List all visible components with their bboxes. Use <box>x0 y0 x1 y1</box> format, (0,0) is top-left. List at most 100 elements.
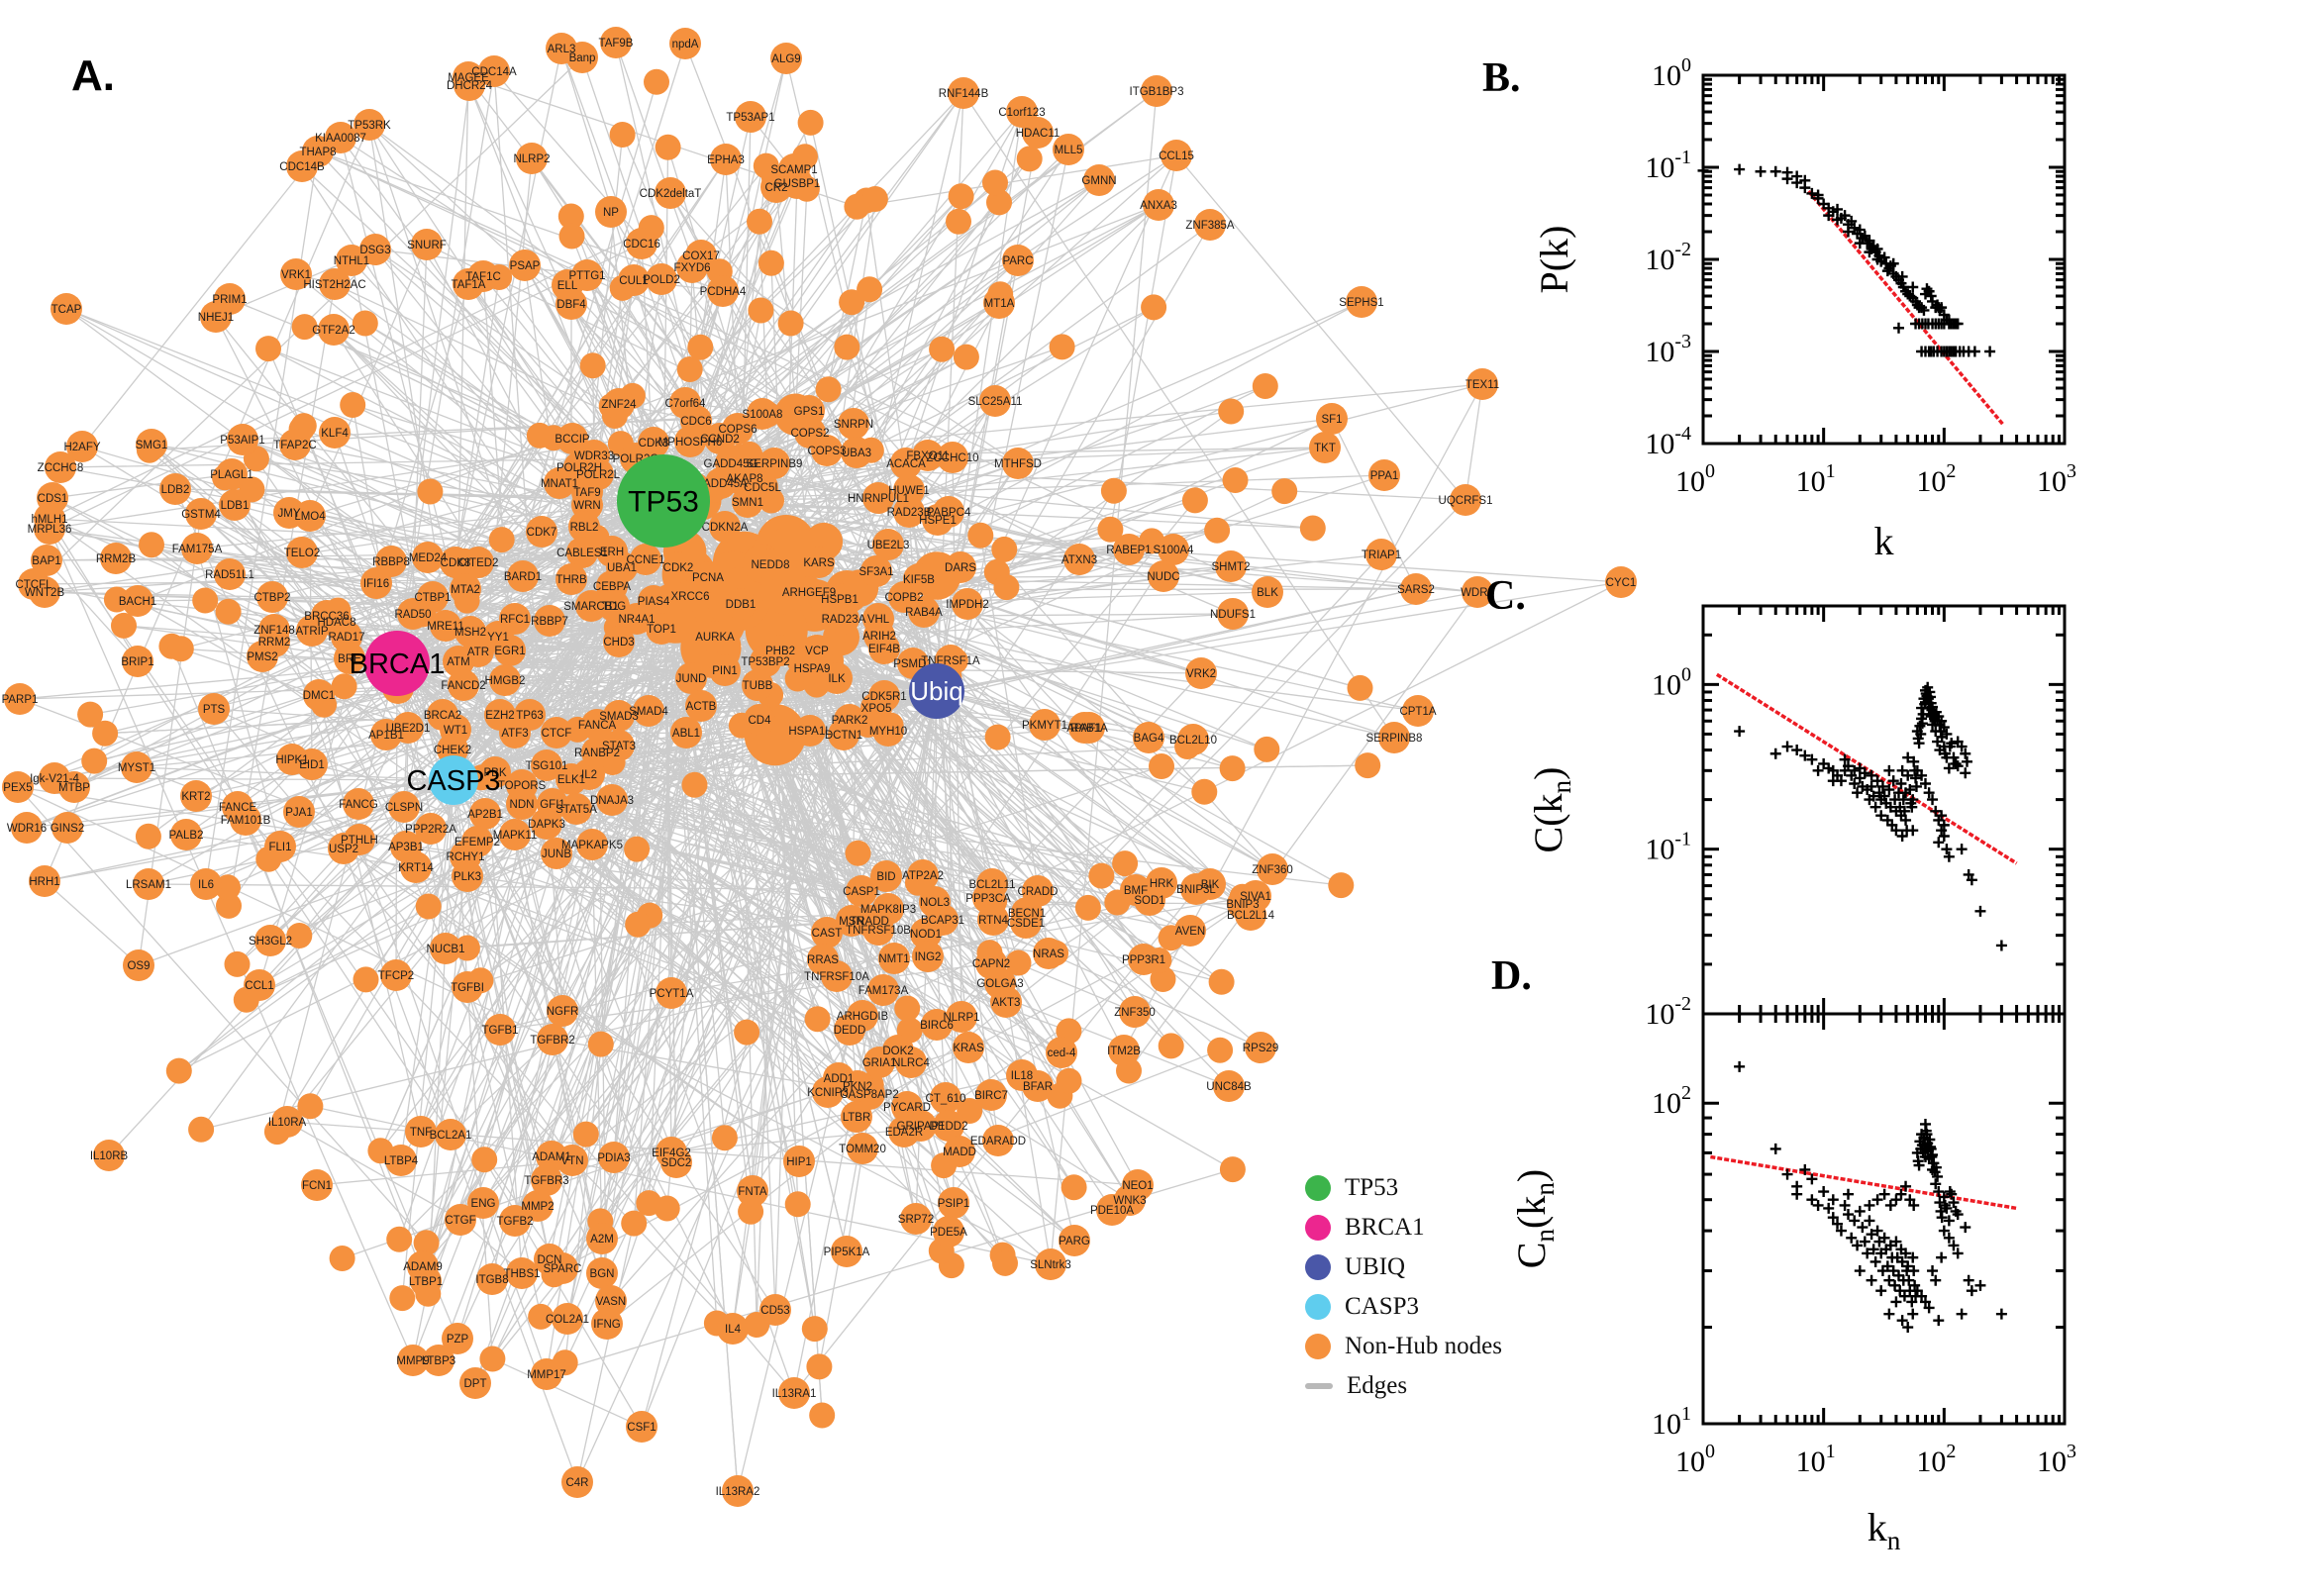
gene-label: RNF144B <box>939 88 989 100</box>
network-node <box>452 860 483 892</box>
gene-label: TAF1A <box>452 279 486 291</box>
gene-label: CAPN2 <box>972 958 1010 970</box>
network-node <box>340 392 366 418</box>
network-edge <box>576 690 938 1483</box>
network-edge <box>353 404 664 502</box>
gene-label: TKT <box>1314 443 1336 454</box>
network-node <box>797 109 824 136</box>
network-node <box>1218 398 1245 425</box>
gene-label: KCNIP3 <box>807 1087 849 1099</box>
network-node <box>111 612 137 639</box>
network-node <box>587 1031 614 1057</box>
gene-label: TP53AP1 <box>726 112 774 124</box>
gene-label: CDK5R1 <box>861 691 906 703</box>
network-node <box>1191 778 1218 805</box>
data-point <box>1963 1274 1974 1286</box>
gene-label: BIRC7 <box>974 1090 1008 1102</box>
gene-label: FANCA <box>578 720 617 732</box>
network-node <box>1010 907 1042 939</box>
network-edge <box>558 186 777 484</box>
network-node <box>1133 722 1164 753</box>
network-node <box>937 442 968 473</box>
fit-line <box>1715 672 2018 865</box>
data-point <box>1907 1251 1919 1263</box>
network-node <box>872 529 904 560</box>
data-point <box>1839 210 1851 222</box>
gene-label: C7orf64 <box>665 398 707 410</box>
data-point <box>1927 1148 1939 1160</box>
gene-label: NDUFS1 <box>1210 609 1256 621</box>
network-node <box>4 683 36 715</box>
network-node <box>256 581 288 613</box>
network-node <box>930 1082 961 1114</box>
network-node <box>907 859 939 891</box>
network-node <box>676 251 708 283</box>
gene-label: FCN1 <box>302 1180 332 1192</box>
network-node <box>522 1190 554 1222</box>
network-node <box>1219 755 1246 782</box>
tick-label: 102 <box>1652 1082 1691 1120</box>
gene-label: A2M <box>590 1234 614 1246</box>
hub-node-tp53 <box>617 454 710 548</box>
network-node <box>933 1216 964 1247</box>
gene-label: TGFBI <box>451 982 484 994</box>
data-point <box>1864 1215 1875 1227</box>
panel-label-b: B. <box>1482 55 1521 101</box>
network-node <box>844 193 870 220</box>
gene-label: ZNF350 <box>1114 1007 1156 1019</box>
legend-label: BRCA1 <box>1345 1214 1425 1241</box>
gene-label: ZCCHC10 <box>926 452 978 464</box>
network-node <box>214 558 246 590</box>
network-node <box>410 1265 442 1297</box>
gene-label: THAP8 <box>299 147 336 158</box>
gene-label: MMP2 <box>521 1201 554 1213</box>
tick-label: 10-3 <box>1645 331 1691 368</box>
data-point <box>1769 1143 1781 1154</box>
data-point <box>1919 777 1931 789</box>
data-point <box>1974 905 1986 917</box>
gene-label: TOP1 <box>647 624 676 636</box>
network-node <box>1605 566 1637 598</box>
network-edge <box>611 799 1006 1264</box>
hub-node-ubiq <box>909 663 964 719</box>
gene-label: KRT2 <box>181 791 210 803</box>
gene-label: ING2 <box>915 951 942 963</box>
network-node <box>440 547 471 578</box>
gene-label: ABL1 <box>672 728 700 740</box>
gene-label: H2AFY <box>63 442 100 453</box>
network-edge <box>936 575 1252 916</box>
gene-label: NEDD8 <box>752 559 790 571</box>
network-node <box>325 122 356 153</box>
gene-label: NLRC4 <box>892 1057 930 1069</box>
data-point <box>1849 222 1861 234</box>
network-edge <box>962 92 1395 739</box>
gene-label: IL10RB <box>90 1150 129 1162</box>
gene-label: POLD2 <box>643 274 680 286</box>
panel-label-c: C. <box>1485 573 1526 619</box>
network-node <box>136 429 167 460</box>
data-point <box>1871 775 1883 787</box>
network-node <box>353 966 379 993</box>
gene-label: PLAGL1 <box>210 469 252 481</box>
gene-label: MTA2 <box>451 584 480 596</box>
data-point <box>1915 728 1927 740</box>
network-node <box>499 717 531 748</box>
network-node <box>1257 853 1288 885</box>
network-edge <box>291 758 573 1161</box>
network-node <box>1161 140 1192 171</box>
gene-label: PIP5K1A <box>824 1247 870 1258</box>
data-point <box>1697 164 1709 176</box>
gene-label: FANCE <box>219 802 257 814</box>
data-point <box>1871 1225 1883 1237</box>
network-node <box>516 143 548 174</box>
gene-label: ARL3 <box>548 44 576 55</box>
tick-label: 101 <box>1796 1441 1836 1478</box>
network-node <box>448 669 479 701</box>
network-node <box>484 1014 516 1046</box>
data-point <box>1960 748 1971 759</box>
network-node <box>547 1252 578 1284</box>
data-points <box>1697 163 1996 357</box>
gene-label: TAF9B <box>599 38 634 50</box>
network-node <box>591 1308 623 1340</box>
